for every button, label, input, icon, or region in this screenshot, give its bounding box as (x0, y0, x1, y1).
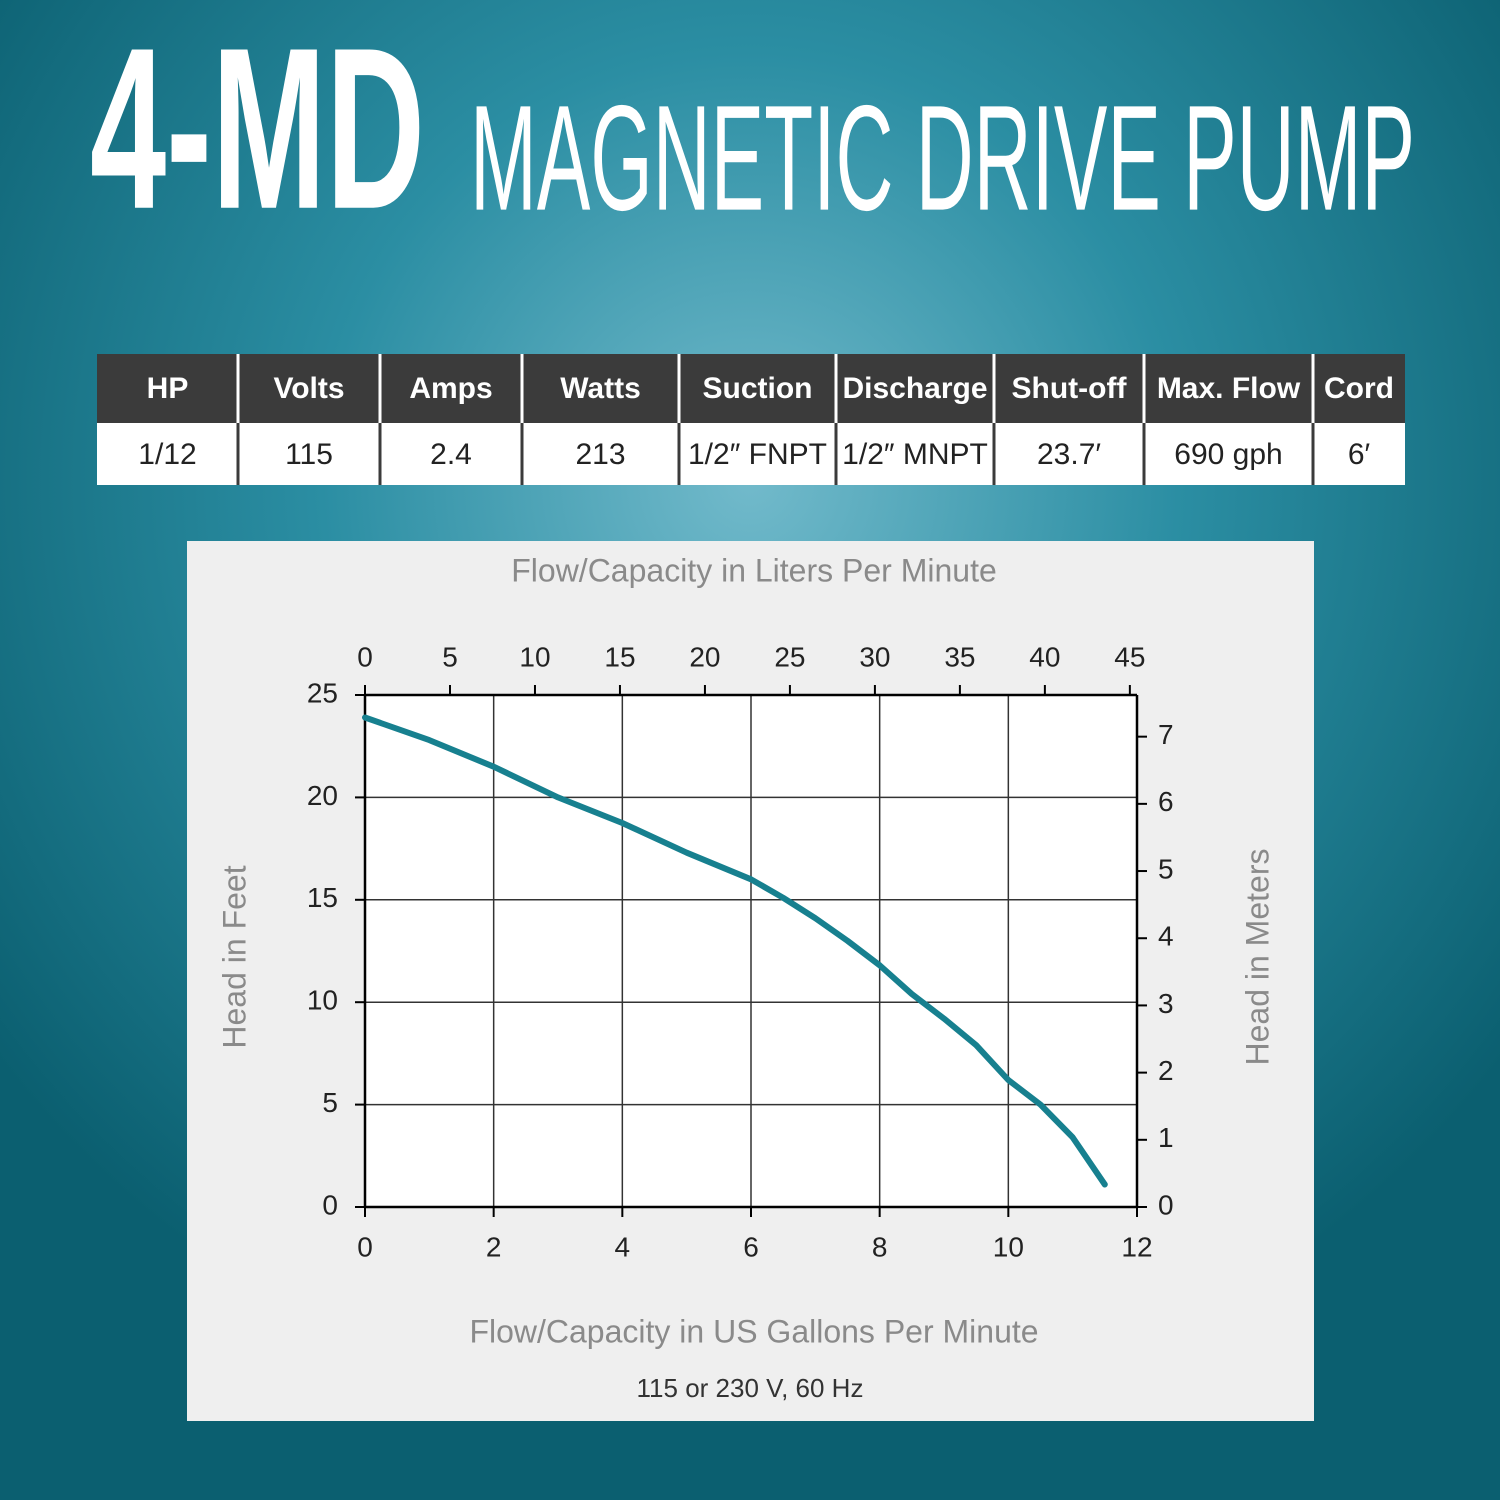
x-tick-label: 4 (615, 1231, 631, 1262)
note: 115 or 230 V, 60 Hz (637, 1373, 864, 1403)
x-tick-label: 10 (993, 1231, 1024, 1262)
x2-tick-label: 45 (1114, 641, 1145, 672)
y2-tick-label: 6 (1158, 786, 1174, 817)
x2-tick-label: 5 (442, 641, 458, 672)
y-tick-label: 10 (307, 985, 338, 1016)
model: 4-MD (90, 0, 425, 257)
header-cell: Watts (560, 372, 641, 405)
cell: 690 gph (1174, 438, 1282, 471)
x2-tick-label: 30 (859, 641, 890, 672)
y2-tick-label: 2 (1158, 1055, 1174, 1086)
x-tick-label: 0 (357, 1231, 373, 1262)
x2-tick-label: 10 (519, 641, 550, 672)
header-cell: Shut-off (1012, 372, 1128, 405)
header-cell: Amps (409, 372, 492, 405)
title: MAGNETIC DRIVE PUMP (470, 74, 1415, 242)
x-tick-label: 6 (743, 1231, 759, 1262)
y-tick-label: 25 (307, 677, 338, 708)
cell: 115 (285, 438, 333, 471)
y2-tick-label: 0 (1158, 1189, 1174, 1220)
header-row (97, 354, 1405, 423)
x2-tick-label: 15 (604, 641, 635, 672)
y2-tick-label: 5 (1158, 853, 1174, 884)
y2-tick-label: 4 (1158, 921, 1174, 952)
x2-tick-label: 20 (689, 641, 720, 672)
header-cell: Discharge (842, 372, 987, 405)
cell: 23.7′ (1037, 438, 1101, 471)
header-cell: HP (147, 372, 189, 405)
cell: 213 (575, 438, 625, 471)
y2-tick-label: 3 (1158, 988, 1174, 1019)
x2-tick-label: 35 (944, 641, 975, 672)
header-cell: Suction (703, 372, 813, 405)
header-cell: Cord (1324, 372, 1394, 405)
x-tick-label: 12 (1121, 1231, 1152, 1262)
y-tick-label: 5 (322, 1087, 338, 1118)
data-row (97, 423, 1405, 485)
y2-tick-label: 1 (1158, 1122, 1174, 1153)
y-tick-label: 20 (307, 780, 338, 811)
spec-table: HP 1/12 Volts 115 Amps 2.4 Watts 213 Suction 1/2″… (97, 354, 1405, 485)
y-tick-label: 0 (322, 1189, 338, 1220)
y2-tick-label: 7 (1158, 719, 1174, 750)
header-cell: Max. Flow (1157, 372, 1301, 405)
x-tick-label: 8 (872, 1231, 888, 1262)
y-axis-title: Head in Feet (216, 865, 252, 1048)
x2-tick-label: 0 (357, 641, 373, 672)
cell: 6′ (1348, 438, 1371, 471)
y-tick-label: 15 (307, 882, 338, 913)
x-tick-label: 2 (486, 1231, 502, 1262)
cell: 1/2″ FNPT (688, 438, 827, 471)
cell: 1/2″ MNPT (842, 438, 988, 471)
x2-tick-label: 25 (774, 641, 805, 672)
pump-curve (362, 714, 1108, 1188)
header-cell: Volts (273, 372, 344, 405)
x2-axis-title: Flow/Capacity in Liters Per Minute (511, 552, 997, 588)
x-axis-title: Flow/Capacity in US Gallons Per Minute (469, 1313, 1038, 1349)
cell: 1/12 (138, 438, 196, 471)
y2-axis-title: Head in Meters (1239, 849, 1275, 1066)
x2-tick-label: 40 (1029, 641, 1060, 672)
cell: 2.4 (430, 438, 472, 471)
